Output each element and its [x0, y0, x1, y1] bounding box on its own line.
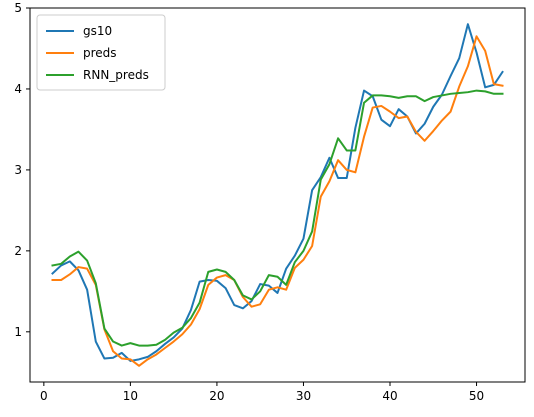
axes-frame	[29, 7, 526, 383]
x-tick-label: 30	[296, 389, 311, 403]
legend: gs10 preds RNN_preds	[36, 14, 166, 91]
y-tick-label: 1	[14, 325, 22, 339]
legend-label: RNN_preds	[83, 68, 149, 82]
series-line-rnn-preds	[51, 89, 504, 347]
series-line-preds	[51, 35, 504, 367]
x-tick-label: 20	[209, 389, 224, 403]
y-tick-label: 5	[14, 1, 22, 15]
x-tick-label: 10	[123, 389, 138, 403]
legend-label: gs10	[83, 24, 112, 38]
axes: 0 10 20 30 40 50 1 2 3 4 5	[14, 1, 526, 403]
plot-area	[51, 23, 504, 367]
y-tick-label: 2	[14, 244, 22, 258]
x-tick-label: 0	[40, 389, 48, 403]
legend-box	[36, 14, 166, 91]
y-tick-label: 3	[14, 163, 22, 177]
x-tick-label: 50	[469, 389, 484, 403]
y-tick-label: 4	[14, 82, 22, 96]
x-tick-label: 40	[382, 389, 397, 403]
legend-label: preds	[83, 46, 117, 60]
